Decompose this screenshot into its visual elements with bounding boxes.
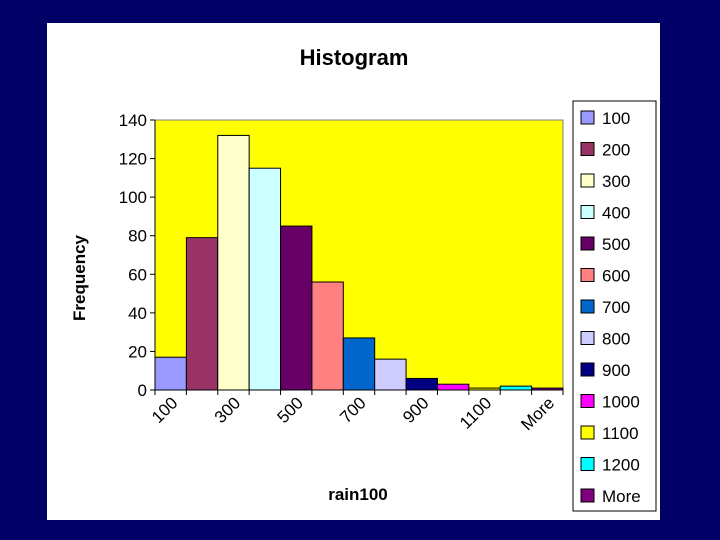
chart-panel: Histogram 0 20 40 60 80 100 120 140 100 300 500 70… bbox=[47, 23, 660, 520]
legend-label-700: 700 bbox=[602, 298, 630, 317]
y-tick-label: 40 bbox=[128, 304, 147, 323]
x-tick-label: More bbox=[517, 393, 558, 434]
bar-300 bbox=[217, 134, 250, 391]
legend-label-300: 300 bbox=[602, 172, 630, 191]
y-tick-label: 120 bbox=[119, 150, 147, 169]
x-tick-label: 100 bbox=[148, 393, 181, 426]
legend-swatch-500 bbox=[580, 236, 595, 251]
y-tick-label: 100 bbox=[119, 188, 147, 207]
legend-swatch-300 bbox=[580, 173, 595, 188]
legend-swatch-700 bbox=[580, 299, 595, 314]
legend-swatch-1100 bbox=[580, 425, 595, 440]
bar-200 bbox=[185, 237, 219, 391]
legend-swatch-200 bbox=[580, 142, 595, 156]
bar-1000 bbox=[436, 383, 470, 391]
y-tick-label: 0 bbox=[138, 381, 147, 400]
legend-label-600: 600 bbox=[602, 267, 630, 286]
x-tick-label: 300 bbox=[211, 393, 244, 426]
bar-800 bbox=[374, 358, 407, 391]
bar-100 bbox=[154, 356, 187, 391]
legend-swatch-more bbox=[580, 488, 595, 503]
legend-label-800: 800 bbox=[602, 330, 630, 349]
legend-label-500: 500 bbox=[602, 235, 630, 254]
x-tick-label: 1100 bbox=[456, 393, 495, 432]
legend-swatch-100 bbox=[580, 110, 595, 125]
chart-title: Histogram bbox=[300, 45, 409, 70]
legend-label-200: 200 bbox=[602, 141, 630, 160]
legend-label-100: 100 bbox=[602, 109, 630, 128]
bar-700 bbox=[342, 337, 376, 391]
x-tick-label: 700 bbox=[336, 393, 369, 426]
bar-600 bbox=[311, 281, 344, 391]
bar-900 bbox=[405, 377, 438, 391]
legend-swatch-1200 bbox=[580, 457, 595, 471]
legend-swatch-800 bbox=[580, 331, 595, 345]
y-tick-label: 80 bbox=[128, 227, 147, 246]
legend-label-more: More bbox=[602, 487, 641, 506]
x-tick-label: 900 bbox=[399, 393, 432, 426]
legend-swatch-400 bbox=[580, 205, 595, 219]
legend-label-1200: 1200 bbox=[602, 456, 640, 475]
bar-500 bbox=[280, 225, 313, 391]
legend-swatch-600 bbox=[580, 268, 595, 282]
y-tick-label: 20 bbox=[128, 342, 147, 361]
histogram-chart: Histogram 0 20 40 60 80 100 120 140 100 300 500 70… bbox=[70, 45, 657, 512]
bar-400 bbox=[248, 167, 282, 391]
legend-label-400: 400 bbox=[602, 204, 630, 223]
legend-label-900: 900 bbox=[602, 361, 630, 380]
x-axis-label: rain100 bbox=[328, 485, 388, 504]
x-tick-label: 500 bbox=[274, 393, 307, 426]
legend-swatch-900 bbox=[580, 362, 595, 377]
y-tick-label: 140 bbox=[119, 111, 147, 130]
legend-swatch-1000 bbox=[580, 394, 595, 408]
bar-1200 bbox=[499, 385, 533, 391]
y-tick-label: 60 bbox=[128, 265, 147, 284]
legend-label-1100: 1100 bbox=[602, 424, 639, 443]
y-axis-label: Frequency bbox=[70, 234, 89, 321]
legend-label-1000: 1000 bbox=[602, 393, 640, 412]
